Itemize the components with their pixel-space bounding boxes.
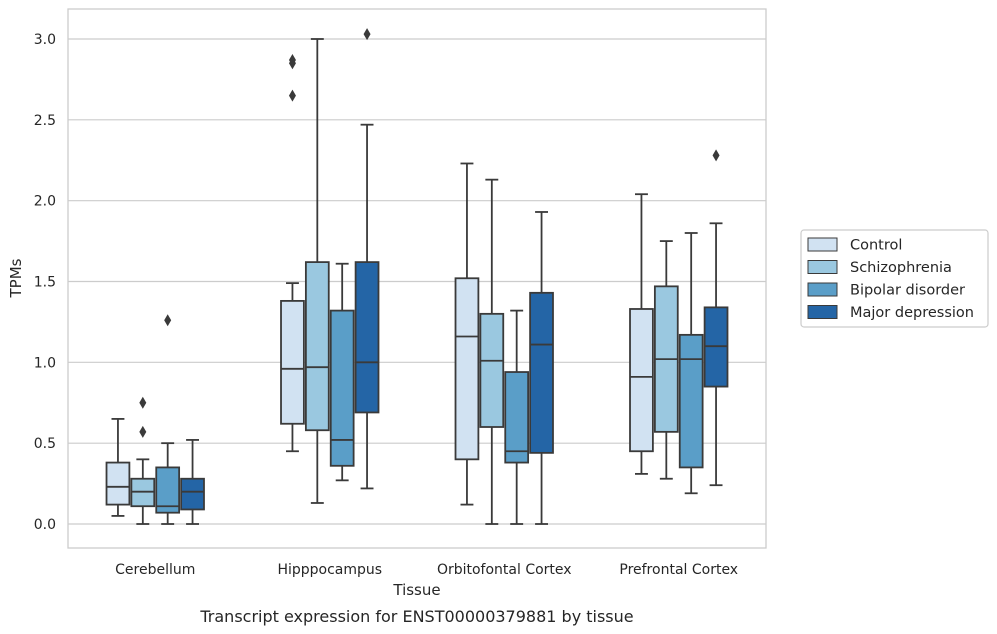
- y-gridlines: [68, 38, 766, 525]
- y-tick-label: 2.0: [34, 194, 56, 210]
- chart-caption: Transcript expression for ENST0000037988…: [199, 607, 633, 626]
- y-tick-label: 2.5: [34, 113, 56, 129]
- plot-frame: [67, 8, 767, 549]
- box-group: [130, 396, 156, 525]
- legend: Control Schizophrenia Bipolar disorder Majo…: [800, 229, 989, 328]
- box-group: [504, 309, 530, 525]
- box-body: [155, 466, 181, 514]
- outlier-point: [712, 149, 720, 162]
- box-group: [653, 240, 679, 480]
- x-tick-label: Cerebellum: [115, 562, 195, 578]
- legend-swatch: [807, 237, 838, 252]
- box-body: [678, 333, 704, 469]
- outlier-point: [363, 28, 371, 41]
- box-group: [354, 28, 380, 490]
- x-tick-label: Hipppocampus: [277, 562, 382, 578]
- legend-swatch: [807, 282, 838, 297]
- y-tick-label: 0.0: [34, 517, 56, 533]
- box-body: [454, 277, 480, 461]
- y-tick-label: 3.0: [34, 32, 56, 48]
- y-tick-label: 0.5: [34, 436, 56, 452]
- legend-swatch: [807, 260, 838, 274]
- box-group: [280, 54, 305, 453]
- box-body: [479, 312, 505, 428]
- box-group: [304, 38, 330, 504]
- box-group: [629, 193, 654, 475]
- box-body: [180, 477, 205, 511]
- x-tick-label: Prefrontal Cortex: [619, 562, 738, 578]
- outlier-point: [288, 89, 296, 102]
- box-body: [105, 461, 131, 506]
- x-tick-label: Orbitofontal Cortex: [437, 562, 572, 578]
- box-group: [155, 314, 181, 525]
- outlier-point: [139, 396, 147, 409]
- box-plot-boxes: [105, 28, 729, 525]
- y-tick-label: 1.0: [34, 355, 56, 371]
- x-axis-title: Tissue: [392, 581, 440, 599]
- legend-label: Control: [850, 238, 902, 254]
- outlier-point: [288, 54, 296, 67]
- box-body: [354, 261, 380, 414]
- box-body: [280, 299, 305, 425]
- y-tick-labels: 0.0 0.5 1.0 1.5 2.0 2.5 3.0: [34, 32, 56, 533]
- box-group: [105, 418, 131, 517]
- x-tick-labels: Cerebellum Hipppocampus Orbitofontal Corte…: [115, 562, 738, 578]
- box-body: [304, 261, 330, 432]
- box-body: [504, 371, 530, 464]
- box-group: [454, 162, 480, 506]
- box-group: [703, 149, 729, 487]
- box-body: [329, 309, 355, 467]
- box-group: [180, 439, 205, 525]
- y-tick-label: 1.5: [34, 275, 56, 291]
- legend-label: Bipolar disorder: [850, 283, 965, 299]
- box-body: [529, 291, 554, 454]
- outlier-point: [139, 425, 147, 438]
- y-axis-title: TPMs: [7, 258, 25, 298]
- box-group: [678, 232, 704, 495]
- legend-label: Schizophrenia: [850, 260, 952, 276]
- box-body: [629, 308, 654, 453]
- legend-label: Major depression: [850, 305, 974, 321]
- legend-frame: [800, 229, 989, 328]
- legend-swatch: [807, 305, 838, 319]
- outlier-point: [164, 314, 172, 327]
- box-group: [479, 178, 505, 525]
- box-group: [329, 262, 355, 482]
- box-group: [529, 211, 554, 525]
